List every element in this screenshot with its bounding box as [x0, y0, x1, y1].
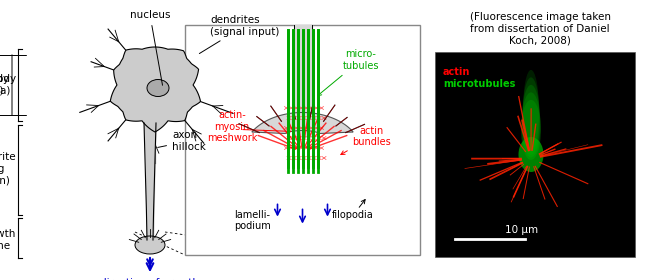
Ellipse shape — [523, 70, 539, 150]
Ellipse shape — [522, 85, 540, 155]
Text: axon / neurite
(outgoing
conduction): axon / neurite (outgoing conduction) — [0, 152, 16, 186]
Text: actin: actin — [443, 67, 471, 77]
Ellipse shape — [523, 77, 540, 152]
Text: axon
hillock: axon hillock — [158, 130, 206, 152]
Ellipse shape — [521, 92, 541, 157]
Ellipse shape — [519, 137, 543, 172]
Text: 10 μm: 10 μm — [505, 225, 538, 235]
Text: microtubules: microtubules — [443, 79, 515, 89]
Text: micro-
tubules: micro- tubules — [317, 49, 379, 96]
Text: filopodia: filopodia — [332, 209, 373, 220]
FancyBboxPatch shape — [185, 25, 420, 255]
Text: cell body
(soma): cell body (soma) — [0, 74, 9, 96]
Ellipse shape — [135, 236, 165, 254]
Text: actin-
myosin
meshwork: actin- myosin meshwork — [207, 110, 257, 143]
Text: growth
cone: growth cone — [0, 229, 16, 251]
Ellipse shape — [521, 100, 541, 160]
Text: (Fluorescence image taken
from dissertation of Daniel
Koch, 2008): (Fluorescence image taken from dissertat… — [469, 12, 610, 45]
Text: nucleus: nucleus — [130, 10, 170, 85]
Ellipse shape — [147, 80, 169, 97]
Polygon shape — [252, 113, 353, 134]
Text: lamelli-
podium: lamelli- podium — [234, 209, 271, 231]
Text: dendrites
(signal input): dendrites (signal input) — [200, 15, 280, 53]
Polygon shape — [111, 47, 201, 132]
Text: cell body
(soma): cell body (soma) — [0, 74, 16, 96]
Text: actin
bundles: actin bundles — [341, 126, 391, 155]
Text: direction of growth: direction of growth — [101, 278, 200, 280]
Bar — [435, 52, 635, 257]
